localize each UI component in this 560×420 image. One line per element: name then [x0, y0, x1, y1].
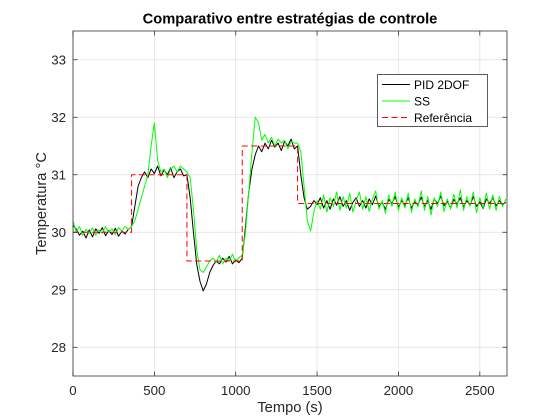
y-axis-label: Temperatura °C: [34, 152, 50, 255]
x-tick-label: 500: [143, 383, 165, 398]
x-tick-label: 2000: [384, 383, 414, 398]
x-tick-label: 2500: [465, 383, 495, 398]
series-line-referencia: [73, 145, 507, 262]
y-tick-label: 29: [51, 282, 66, 297]
legend: PID 2DOF SS Referência: [377, 74, 488, 127]
y-tick-label: 32: [51, 110, 66, 125]
axes-frame: [72, 30, 508, 377]
y-tick-label: 28: [51, 340, 66, 355]
series-layer: [73, 116, 507, 292]
x-axis-label: Tempo (s): [257, 400, 322, 416]
chart-title: Comparativo entre estratégias de control…: [143, 12, 438, 28]
x-tick-label: 1500: [302, 383, 332, 398]
y-tick-label: 31: [51, 167, 66, 182]
legend-label-referencia: Referência: [414, 111, 472, 125]
x-tick-label: 0: [69, 383, 76, 398]
y-tick-label: 30: [51, 225, 66, 240]
x-tick-label: 1000: [221, 383, 251, 398]
series-line-ss: [73, 116, 507, 273]
legend-label-ss: SS: [414, 94, 430, 108]
y-tick-label: 33: [51, 52, 66, 67]
legend-label-pid-2dof: PID 2DOF: [414, 78, 469, 92]
tick-marks: [72, 31, 507, 376]
tick-labels: 0 500 1000 1500 2000 2500 28 29 30 31 32 33: [51, 52, 494, 398]
